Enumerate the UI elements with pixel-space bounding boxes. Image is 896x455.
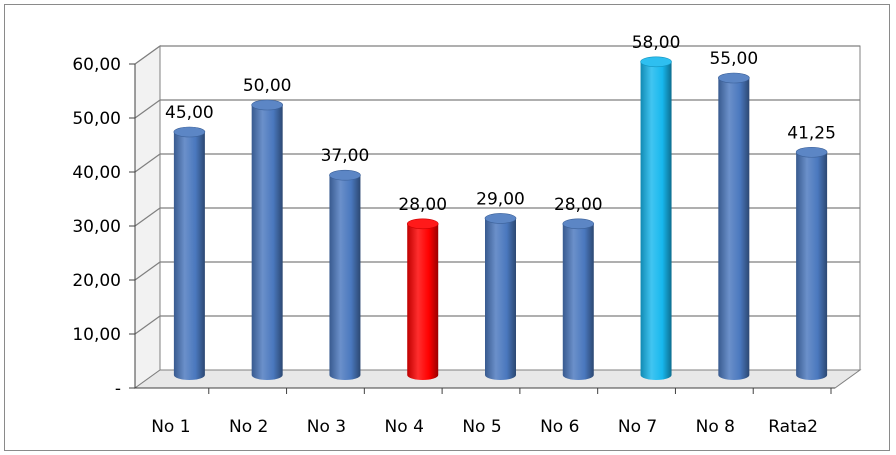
bar	[329, 169, 361, 380]
y-tick-label: 30,00	[72, 217, 121, 237]
y-tick-label: -	[115, 379, 121, 399]
x-tick-label: No 8	[696, 417, 735, 437]
bar-body	[329, 175, 361, 380]
bar-body	[796, 152, 828, 380]
gridline-side	[134, 99, 161, 119]
data-label: 29,00	[476, 189, 525, 209]
bar-top	[251, 99, 283, 111]
bar	[484, 213, 517, 380]
bar-body	[718, 78, 750, 380]
gridline-side	[134, 45, 161, 65]
data-label: 41,25	[787, 123, 836, 143]
data-label: 28,00	[554, 195, 603, 215]
bar-body	[640, 61, 672, 381]
bar-top	[329, 169, 361, 181]
y-tick-label: 60,00	[72, 55, 121, 75]
data-label: 50,00	[243, 76, 292, 96]
x-tick-label: No 7	[618, 417, 657, 437]
x-tick-label: No 3	[307, 417, 346, 437]
bar-top	[718, 72, 750, 84]
data-label: 37,00	[321, 146, 370, 166]
y-tick-label: 40,00	[72, 163, 121, 183]
data-labels: 45,00 50,00 37,00 28,00 29,00 28,00 58,00 55,00…	[165, 33, 836, 215]
bar	[406, 218, 439, 380]
bar-top	[640, 56, 672, 68]
x-axis: No 1 No 2 No 3 No 4 No 5 No 6 No 7 No 8 Rata2	[135, 387, 835, 437]
bar-body	[173, 132, 205, 380]
x-tick-label: Rata2	[768, 417, 818, 437]
data-label: 55,00	[709, 49, 758, 69]
gridline-side	[134, 207, 161, 227]
bar-top	[562, 218, 595, 230]
bar	[795, 146, 828, 380]
x-tick-label: No 5	[462, 417, 501, 437]
data-label: 58,00	[632, 33, 681, 53]
bar-body	[485, 218, 516, 380]
bar-top	[406, 218, 439, 230]
bar-top	[173, 126, 206, 138]
bar-top	[484, 213, 517, 224]
gridline-side	[134, 153, 161, 173]
data-label: 28,00	[398, 195, 447, 215]
y-tick-label: 50,00	[72, 109, 121, 129]
bar	[173, 126, 206, 380]
x-tick-label: No 6	[540, 417, 579, 437]
bar	[718, 72, 750, 380]
bar-top	[795, 146, 828, 158]
gridline-side	[134, 261, 161, 281]
bar	[562, 218, 595, 380]
x-tick-label: No 1	[151, 417, 190, 437]
y-axis: - 10,00 20,00 30,00 40,00 50,00 60,00	[72, 55, 136, 399]
x-tick-label: No 2	[229, 417, 268, 437]
gridline-side	[134, 315, 161, 335]
y-tick-label: 10,00	[72, 325, 121, 345]
bars	[173, 56, 828, 381]
bar	[251, 99, 283, 380]
bar-body	[251, 105, 283, 380]
x-tick-label: No 4	[385, 417, 424, 437]
bar-body	[562, 223, 594, 380]
bar	[640, 56, 672, 381]
data-label: 45,00	[165, 103, 214, 123]
y-tick-label: 20,00	[72, 271, 121, 291]
bar-body	[407, 223, 439, 380]
